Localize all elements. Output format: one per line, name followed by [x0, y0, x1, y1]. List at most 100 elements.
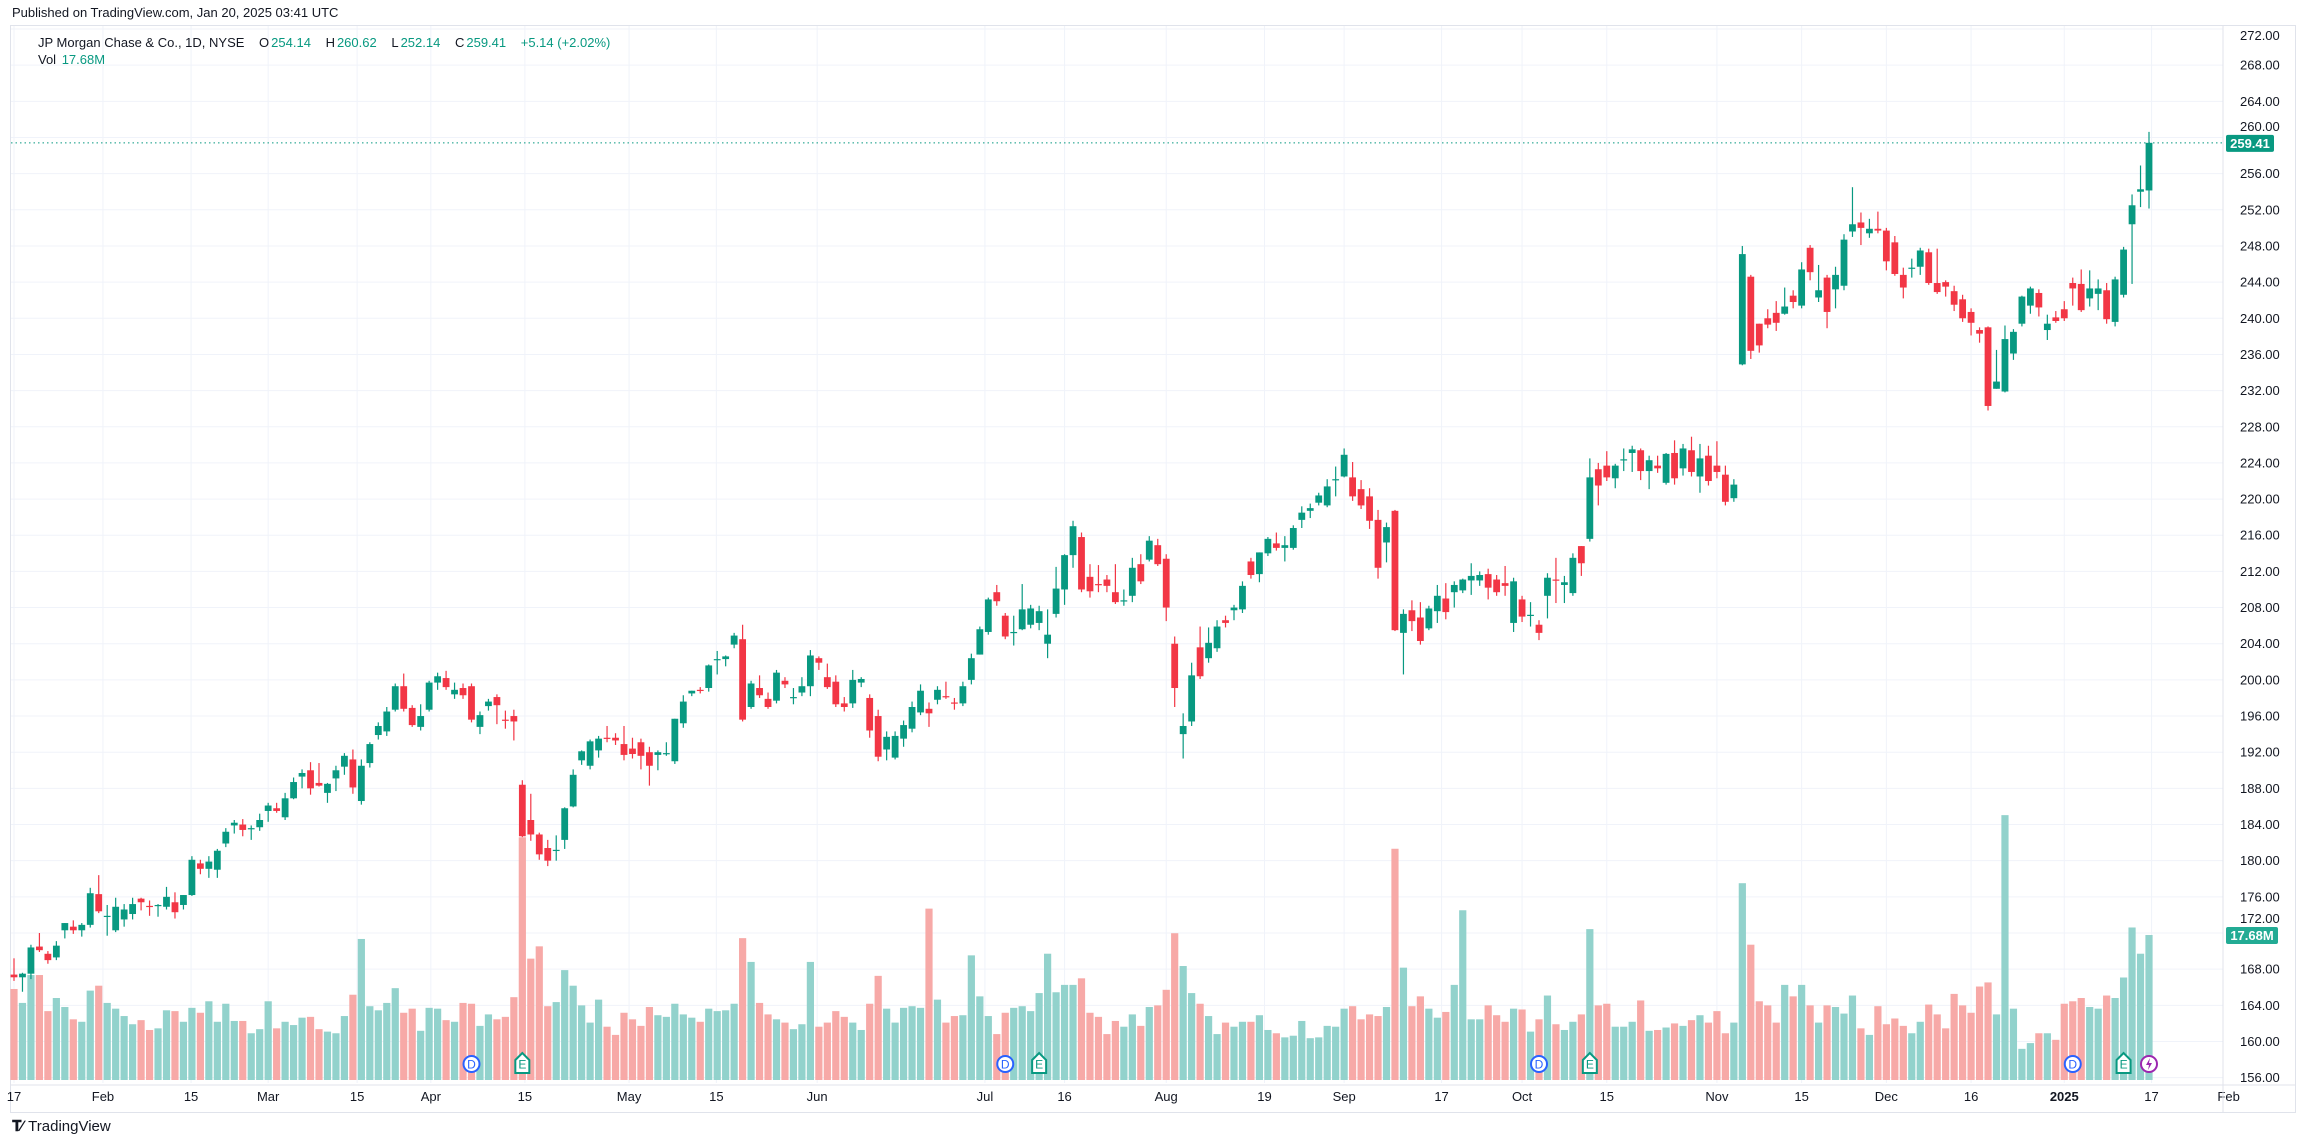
candle[interactable] — [1171, 636, 1179, 707]
candle[interactable] — [10, 958, 18, 981]
candle[interactable] — [1823, 274, 1831, 329]
candle[interactable] — [1120, 589, 1128, 606]
candle[interactable] — [1950, 285, 1958, 312]
candle[interactable] — [2077, 269, 2085, 312]
candle[interactable] — [1383, 522, 1390, 563]
candle[interactable] — [129, 897, 137, 920]
candle[interactable] — [95, 875, 103, 914]
candle[interactable] — [917, 684, 924, 716]
candle[interactable] — [1256, 552, 1263, 583]
candle[interactable] — [518, 780, 526, 838]
lightning-marker-icon[interactable] — [2140, 1055, 2158, 1073]
candle[interactable] — [1061, 554, 1068, 605]
candle[interactable] — [883, 731, 891, 761]
candle[interactable] — [1001, 612, 1009, 640]
candle[interactable] — [256, 813, 264, 831]
candle[interactable] — [1213, 620, 1221, 652]
candle[interactable] — [1849, 187, 1856, 237]
candle[interactable] — [1620, 448, 1628, 472]
candle[interactable] — [69, 920, 77, 934]
candle[interactable] — [366, 742, 374, 768]
candle[interactable] — [1044, 609, 1052, 659]
candle[interactable] — [1128, 557, 1136, 603]
candle[interactable] — [722, 655, 730, 667]
candle[interactable] — [908, 701, 916, 733]
candle[interactable] — [552, 835, 560, 861]
candle[interactable] — [696, 687, 704, 694]
candle[interactable] — [857, 677, 865, 688]
candle[interactable] — [1052, 566, 1060, 618]
candle[interactable] — [1866, 218, 1873, 238]
candle[interactable] — [1832, 266, 1839, 309]
candle[interactable] — [196, 859, 204, 875]
candle[interactable] — [925, 702, 933, 727]
candle[interactable] — [425, 680, 433, 712]
candle[interactable] — [1942, 280, 1950, 297]
candle[interactable] — [2010, 329, 2017, 360]
candle[interactable] — [951, 697, 958, 710]
candle[interactable] — [942, 681, 950, 699]
candle[interactable] — [2120, 246, 2127, 298]
candle[interactable] — [1908, 258, 1916, 278]
candle[interactable] — [1976, 327, 1983, 343]
candle[interactable] — [1408, 600, 1416, 632]
candle[interactable] — [764, 692, 772, 709]
candle[interactable] — [1188, 662, 1196, 726]
candle[interactable] — [1450, 581, 1458, 608]
candle[interactable] — [823, 663, 831, 689]
candle[interactable] — [1010, 615, 1018, 646]
candle[interactable] — [612, 733, 619, 745]
candle[interactable] — [1400, 609, 1407, 675]
candle[interactable] — [1518, 595, 1526, 623]
candle[interactable] — [1882, 227, 1890, 271]
candle[interactable] — [1205, 627, 1212, 663]
candle[interactable] — [1594, 462, 1602, 506]
candle[interactable] — [2052, 311, 2060, 323]
candle[interactable] — [52, 941, 60, 961]
candle[interactable] — [1357, 480, 1365, 510]
candle[interactable] — [1349, 462, 1357, 501]
candle[interactable] — [1544, 573, 1551, 619]
candle[interactable] — [586, 739, 594, 770]
candle[interactable] — [806, 650, 814, 697]
candle[interactable] — [840, 697, 848, 712]
candle[interactable] — [1569, 553, 1577, 596]
candle[interactable] — [19, 972, 26, 992]
candle[interactable] — [1459, 578, 1467, 594]
candle[interactable] — [1501, 565, 1509, 596]
candle[interactable] — [1323, 479, 1331, 508]
candle[interactable] — [417, 704, 425, 731]
candle[interactable] — [2018, 295, 2026, 327]
candle[interactable] — [501, 710, 509, 729]
candle[interactable] — [2128, 194, 2136, 284]
candle[interactable] — [1162, 554, 1170, 622]
candle[interactable] — [1840, 234, 1848, 291]
candle[interactable] — [1755, 323, 1763, 353]
candle[interactable] — [1103, 575, 1111, 593]
candle[interactable] — [44, 951, 52, 964]
candle[interactable] — [679, 695, 687, 728]
candle[interactable] — [654, 750, 662, 771]
candle[interactable] — [578, 750, 586, 765]
candle[interactable] — [442, 670, 450, 690]
candle[interactable] — [1959, 294, 1967, 322]
candle[interactable] — [1154, 538, 1162, 566]
earnings-marker-icon[interactable]: E — [2115, 1051, 2132, 1074]
candle[interactable] — [1298, 506, 1306, 529]
candle[interactable] — [1078, 532, 1085, 593]
candle[interactable] — [1425, 605, 1433, 631]
candle[interactable] — [790, 688, 797, 705]
candle[interactable] — [1137, 554, 1145, 585]
earnings-marker-icon[interactable]: E — [1031, 1051, 1048, 1074]
dividend-marker-icon[interactable]: D — [1530, 1055, 1548, 1073]
candle[interactable] — [1374, 509, 1382, 579]
candle[interactable] — [535, 832, 543, 860]
candle[interactable] — [2103, 283, 2111, 324]
candle[interactable] — [1899, 267, 1907, 299]
candle[interactable] — [1916, 247, 1924, 275]
candle[interactable] — [459, 683, 467, 699]
candle[interactable] — [1891, 236, 1899, 276]
candle[interactable] — [976, 626, 984, 655]
candle[interactable] — [891, 731, 899, 760]
candle[interactable] — [1857, 212, 1865, 246]
